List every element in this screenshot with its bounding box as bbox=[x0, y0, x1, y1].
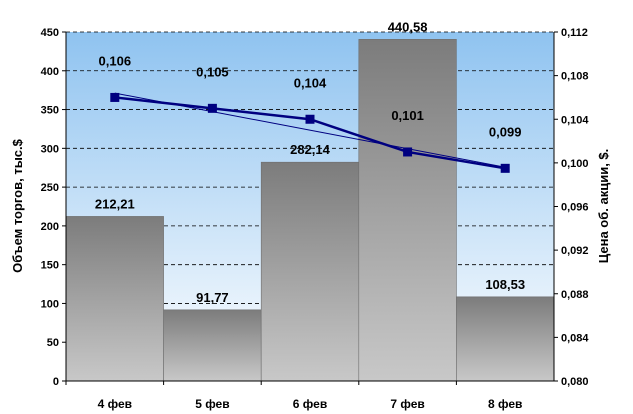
price-value-label: 0,099 bbox=[489, 124, 522, 139]
y2-tick-label: 0,080 bbox=[561, 376, 589, 388]
bar-value-label: 440,58 bbox=[388, 19, 428, 34]
x-tick-label: 5 фев bbox=[195, 397, 229, 411]
y-tick-label: 0 bbox=[53, 376, 59, 388]
y2-tick-label: 0,084 bbox=[561, 332, 589, 344]
bar bbox=[358, 39, 457, 382]
y-tick-label: 150 bbox=[41, 260, 59, 272]
y-tick-label: 100 bbox=[41, 298, 59, 310]
price-line-series bbox=[110, 92, 510, 173]
bar-value-label: 212,21 bbox=[95, 196, 135, 211]
y2-tick-label: 0,112 bbox=[561, 27, 588, 39]
y2-tick-label: 0,108 bbox=[561, 71, 589, 83]
price-marker bbox=[403, 147, 413, 157]
y-tick-label: 200 bbox=[41, 221, 59, 233]
y-tick-label: 400 bbox=[41, 66, 59, 78]
price-marker bbox=[500, 163, 510, 173]
price-marker bbox=[207, 103, 217, 113]
bar bbox=[163, 309, 262, 382]
x-tick-label: 8 фев bbox=[488, 397, 522, 411]
bar-value-label: 108,53 bbox=[485, 277, 525, 292]
price-value-label: 0,104 bbox=[294, 75, 327, 90]
y-tick-label: 300 bbox=[41, 143, 59, 155]
y2-tick-label: 0,100 bbox=[561, 158, 589, 170]
bar-value-label: 282,14 bbox=[290, 142, 331, 157]
price-value-label: 0,106 bbox=[99, 53, 132, 68]
x-tick-label: 6 фев bbox=[293, 397, 327, 411]
price-value-label: 0,105 bbox=[196, 64, 229, 79]
y-tick-label: 50 bbox=[47, 337, 59, 349]
y-tick-label: 350 bbox=[41, 105, 59, 117]
x-tick-label: 7 фев bbox=[390, 397, 424, 411]
tick-labels: 0 50 100 150 200 250 300 350 400 450 0,080 0,084 0,0… bbox=[41, 27, 590, 411]
y2-tick-label: 0,092 bbox=[561, 245, 589, 257]
y-tick-label: 450 bbox=[41, 27, 59, 39]
bar bbox=[260, 161, 360, 382]
y2-axis-title: Цена об. акции, $. bbox=[596, 149, 611, 264]
y-axis-title: Объем торгов, тыс.$ bbox=[10, 138, 25, 273]
data-labels: 212,21 91,77 282,14 440,58 108,53 0,106 0,105 0… bbox=[95, 19, 525, 305]
bar bbox=[456, 296, 555, 382]
y2-tick-label: 0,096 bbox=[561, 202, 589, 214]
x-tick-label: 4 фев bbox=[98, 397, 132, 411]
bar bbox=[65, 216, 164, 382]
y-tick-label: 250 bbox=[41, 182, 59, 194]
bar-value-label: 91,77 bbox=[196, 290, 229, 305]
price-marker bbox=[110, 92, 120, 102]
y2-tick-label: 0,104 bbox=[561, 114, 589, 126]
price-value-label: 0,101 bbox=[391, 108, 424, 123]
y2-tick-label: 0,088 bbox=[561, 289, 589, 301]
price-marker bbox=[305, 114, 315, 124]
bar-series bbox=[65, 39, 555, 382]
